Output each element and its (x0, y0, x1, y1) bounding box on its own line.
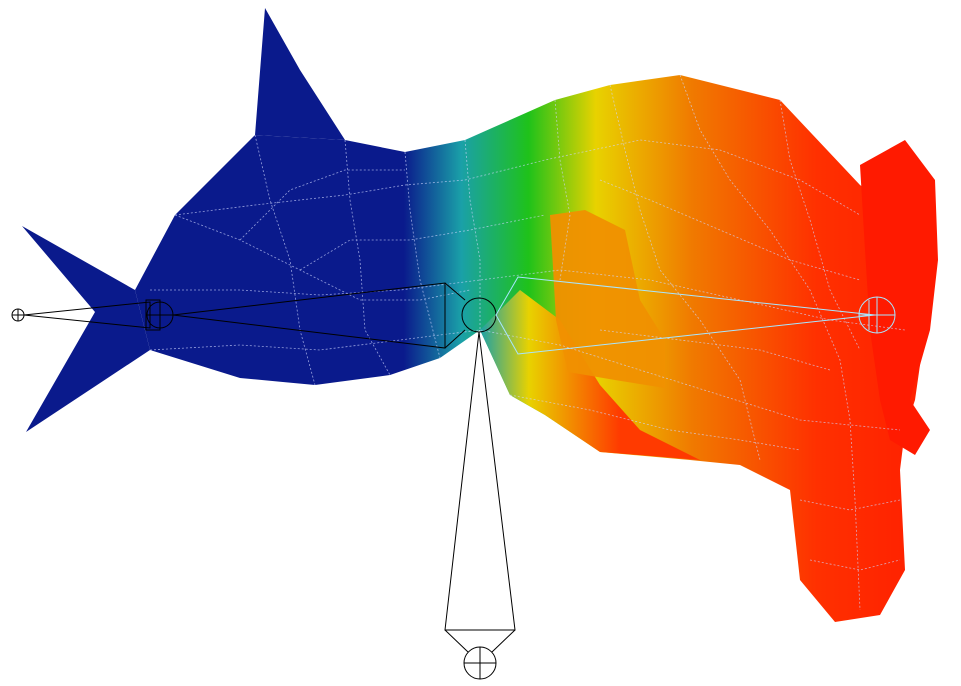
body-mesh (135, 75, 938, 622)
bone-chain (11, 282, 516, 680)
tail-fin (22, 226, 150, 432)
head-bone-selected[interactable] (495, 276, 896, 355)
dorsal-fin (255, 8, 345, 140)
wireframe (149, 74, 906, 611)
spine-bone (145, 282, 466, 349)
jaw-bone (444, 331, 516, 680)
